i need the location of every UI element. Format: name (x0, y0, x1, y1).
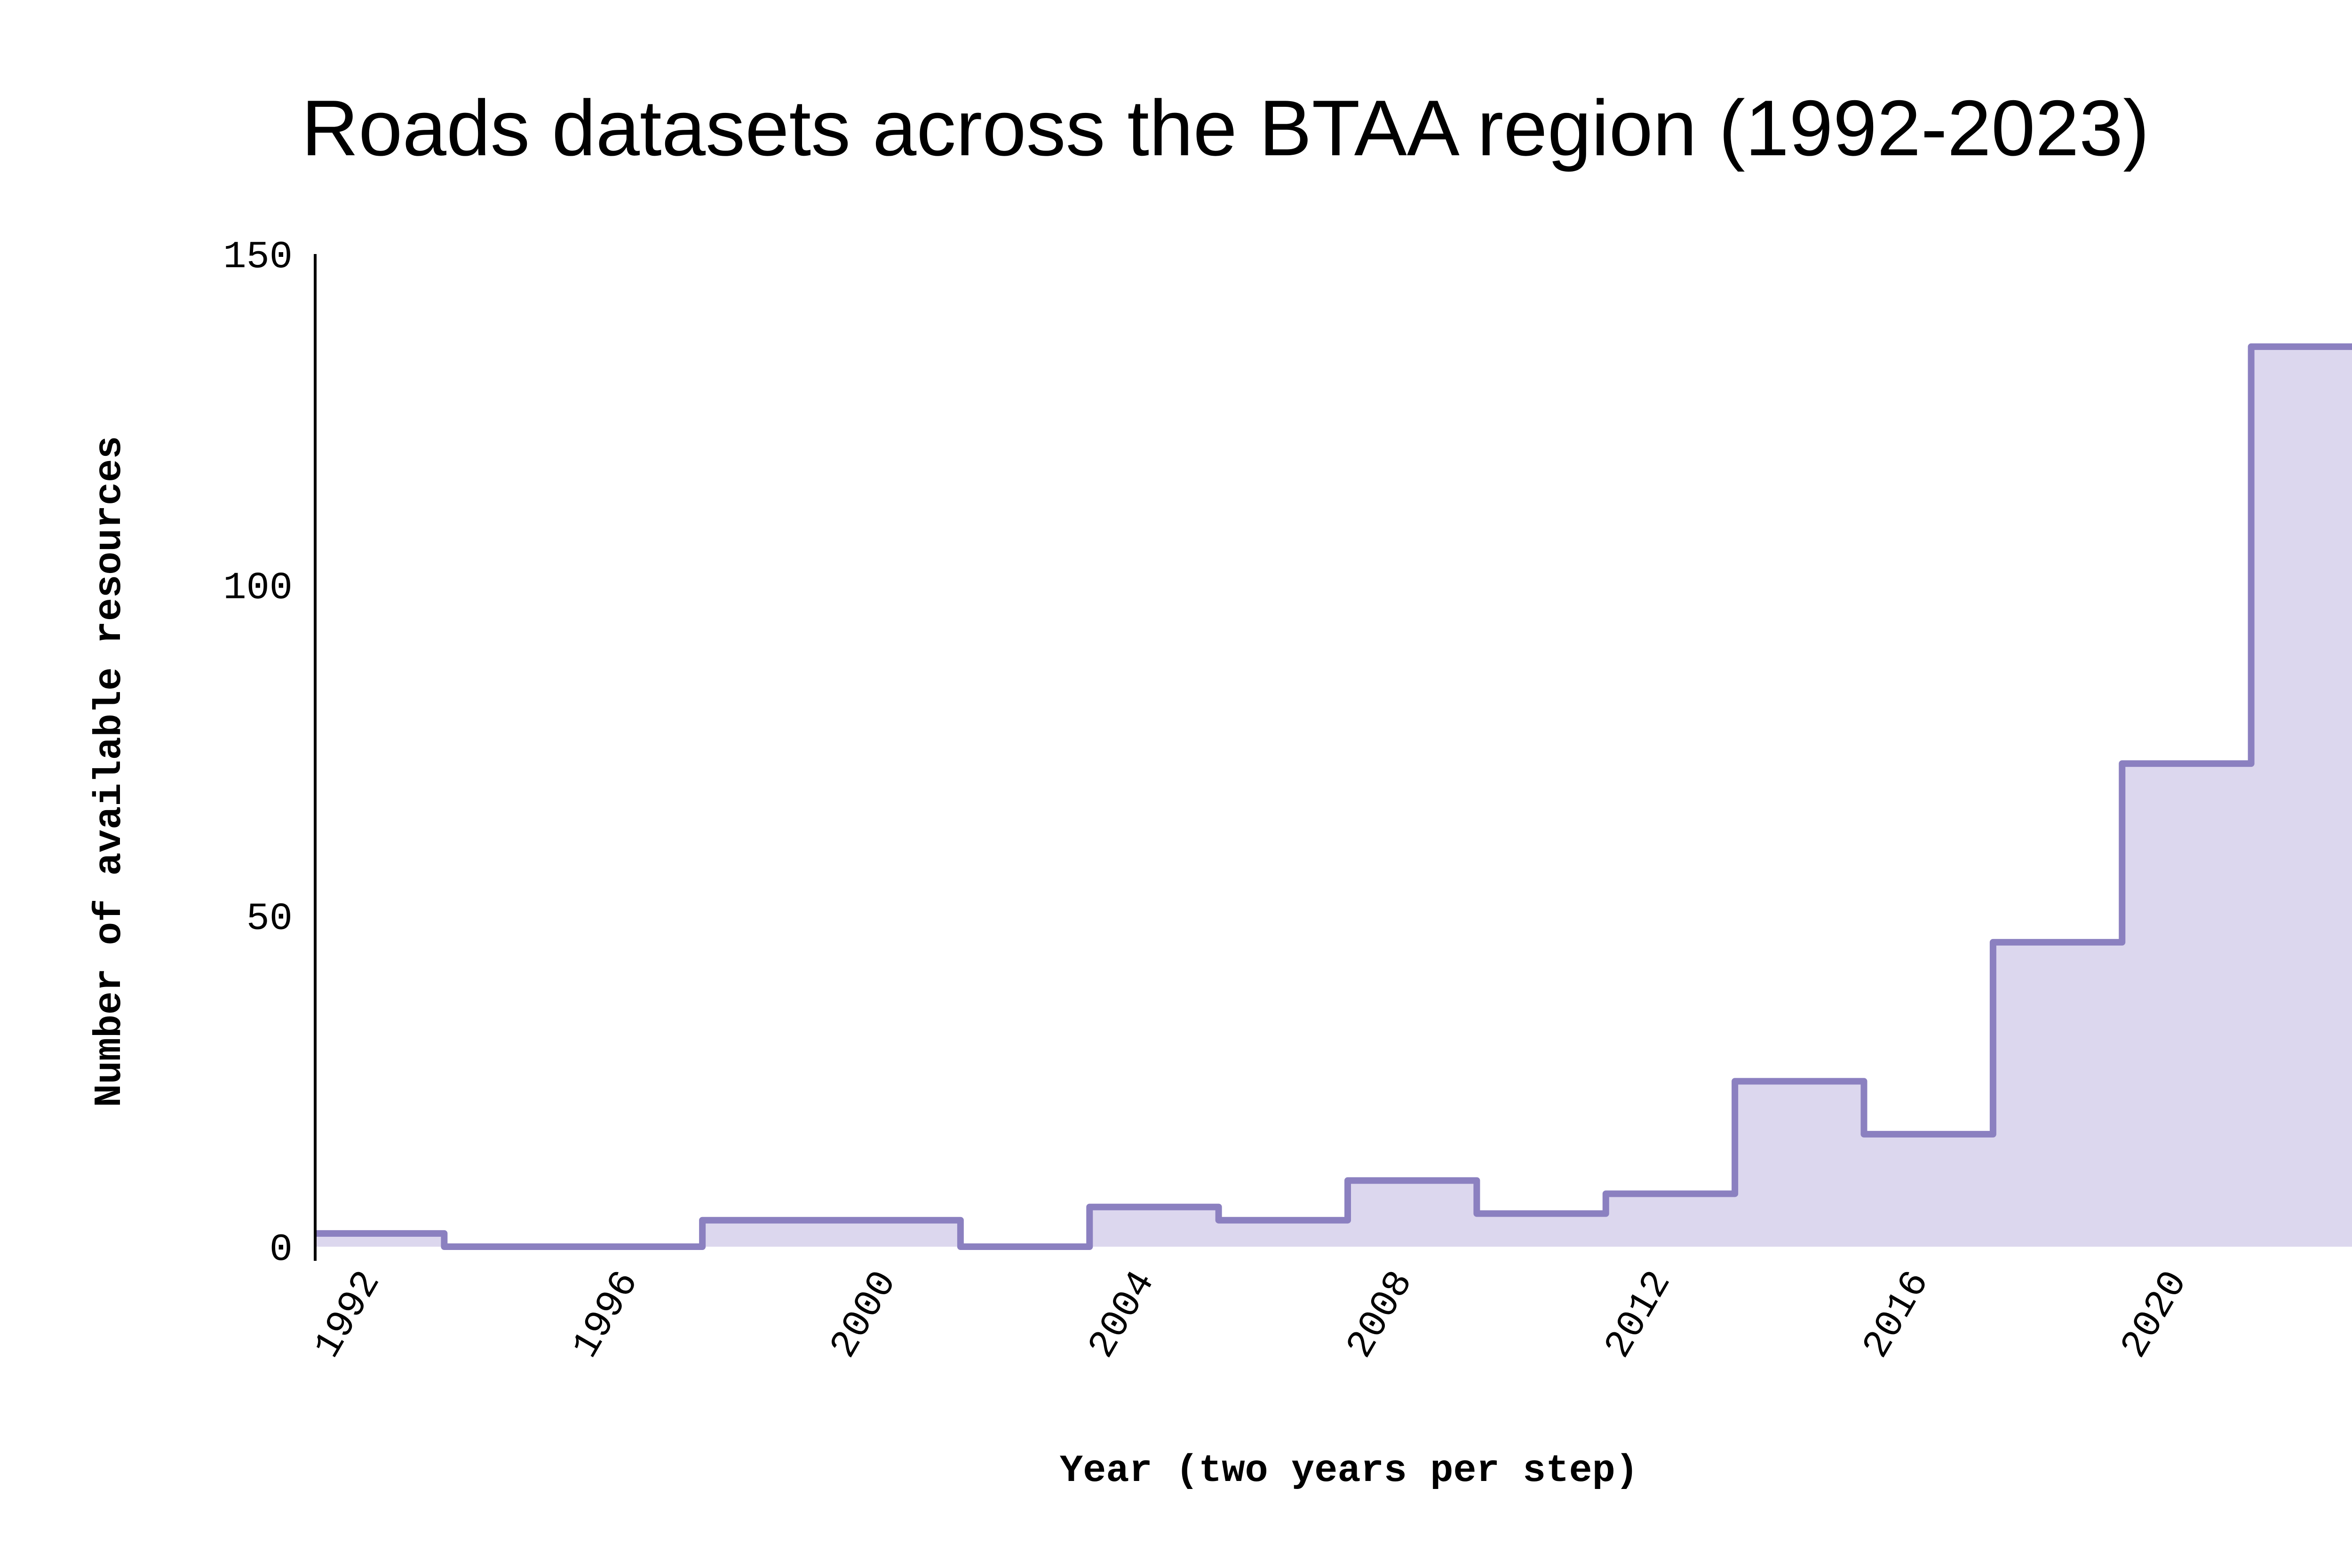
x-tick-label: 2016 (1854, 1264, 1939, 1366)
y-tick-label: 50 (246, 897, 293, 941)
y-axis-title: Number of available resources (88, 436, 132, 1107)
y-tick-label: 0 (270, 1228, 293, 1272)
y-tick-label: 100 (223, 566, 293, 610)
x-axis: 1992 1996 2000 2004 2008 2012 2016 2020 (306, 1233, 2197, 1366)
x-axis-title: Year (two years per step) (1060, 1449, 1638, 1493)
x-tick-label: 1992 (306, 1264, 390, 1366)
y-axis: 0 50 100 150 (223, 235, 317, 1272)
x-tick-label: 2004 (1080, 1264, 1164, 1366)
x-tick-label: 2000 (822, 1264, 906, 1366)
chart-title: Roads datasets across the BTAA region (1… (302, 84, 2149, 172)
series-0-step-line (315, 343, 2352, 1250)
y-tick-label: 150 (223, 235, 293, 279)
x-tick-label: 1996 (564, 1264, 648, 1366)
x-tick-label: 2012 (1597, 1264, 1681, 1366)
series-0-area-fill (315, 346, 2352, 1247)
x-tick-label: 2020 (2113, 1264, 2197, 1366)
plot-area (315, 343, 2352, 1250)
x-tick-label: 2008 (1338, 1264, 1422, 1366)
